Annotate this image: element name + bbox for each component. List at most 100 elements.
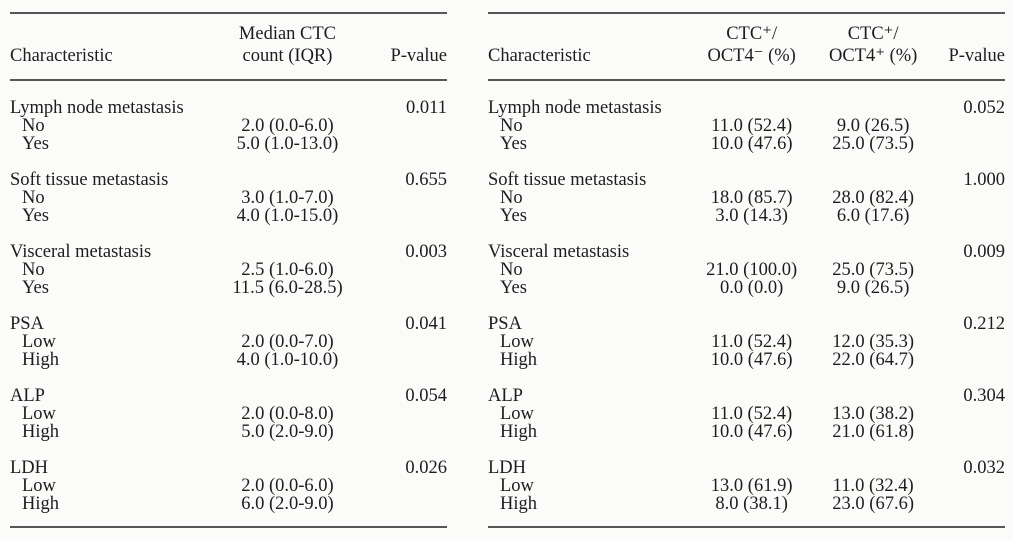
empty-value-cell: [684, 153, 818, 189]
category-label: Yes: [22, 206, 49, 226]
empty-p-cell: [927, 261, 1005, 279]
value-cell: 10.0 (47.6): [710, 350, 793, 370]
characteristic-group-row: LDH 0.026: [10, 441, 447, 478]
empty-p-cell: [927, 117, 1005, 135]
empty-p-cell: [360, 279, 447, 297]
category-row: No 21.0 (100.0) 25.0 (73.5): [488, 260, 1005, 280]
header-line-2: count (IQR): [242, 46, 333, 66]
category-label: Low: [22, 476, 56, 496]
category-label: Low: [500, 404, 534, 424]
empty-value-cell: [215, 225, 359, 261]
category-row: No 2.5 (1.0-6.0): [10, 260, 447, 280]
value-cell: 21.0 (100.0): [706, 260, 798, 280]
category-row: Yes 11.5 (6.0-28.5): [10, 278, 447, 298]
header-line-1: Median CTC: [238, 24, 337, 44]
col-header-characteristic: Characteristic: [10, 13, 216, 81]
category-label: No: [22, 260, 45, 280]
category-row: High 6.0 (2.0-9.0): [10, 495, 447, 527]
value-cell: 11.0 (52.4): [711, 332, 793, 352]
value-cell: 8.0 (38.1): [715, 494, 788, 514]
category-row: High 4.0 (1.0-10.0): [10, 350, 447, 370]
p-value: 0.003: [405, 242, 447, 262]
group-label: PSA: [488, 314, 522, 334]
ctc-oct4-table-body: Lymph node metastasis 0.052 No 11.0 (52.4) 9…: [488, 80, 1005, 527]
category-row: No 18.0 (85.7) 28.0 (82.4): [488, 188, 1005, 208]
characteristic-group-row: PSA 0.212: [488, 297, 1005, 334]
category-row: Yes 0.0 (0.0) 9.0 (26.5): [488, 278, 1005, 298]
value-cell: 2.5 (1.0-6.0): [241, 260, 334, 280]
p-value: 0.054: [405, 386, 447, 406]
p-value: 0.011: [406, 98, 447, 118]
empty-value-cell: [215, 369, 359, 405]
median-ctc-table-body: Lymph node metastasis 0.011 No 2.0 (0.0-6.0…: [10, 80, 447, 527]
category-label: Low: [500, 476, 534, 496]
category-label: Yes: [500, 134, 527, 154]
empty-p-cell: [927, 207, 1005, 225]
empty-p-cell: [360, 333, 447, 351]
value-cell: 6.0 (2.0-9.0): [241, 494, 334, 514]
ctc-oct4-table: Characteristic CTC⁺/ OCT4⁻ (%) CTC⁺/ OCT…: [488, 12, 1005, 528]
empty-value-cell: [684, 369, 818, 405]
category-row: Low 11.0 (52.4) 12.0 (35.3): [488, 332, 1005, 352]
p-value: 0.041: [405, 314, 447, 334]
empty-value-cell: [819, 225, 928, 261]
empty-p-cell: [927, 189, 1005, 207]
value-cell: 28.0 (82.4): [832, 188, 914, 208]
category-label: Low: [500, 332, 534, 352]
empty-p-cell: [360, 351, 447, 369]
value-cell: 10.0 (47.6): [710, 134, 793, 154]
group-label: Soft tissue metastasis: [488, 170, 647, 190]
value-cell: 4.0 (1.0-10.0): [236, 350, 339, 370]
value-cell: 3.0 (1.0-7.0): [241, 188, 334, 208]
header-line-2: OCT4⁺ (%): [828, 46, 918, 66]
category-label: Yes: [500, 278, 527, 298]
category-row: High 8.0 (38.1) 23.0 (67.6): [488, 495, 1005, 527]
empty-value-cell: [819, 369, 928, 405]
category-row: High 5.0 (2.0-9.0): [10, 422, 447, 442]
p-value: 0.032: [963, 458, 1005, 478]
value-cell: 25.0 (73.5): [832, 260, 914, 280]
empty-p-cell: [360, 117, 447, 135]
empty-value-cell: [819, 80, 928, 117]
category-label: High: [22, 494, 59, 514]
empty-p-cell: [360, 495, 447, 527]
category-row: Yes 4.0 (1.0-15.0): [10, 206, 447, 226]
col-header-pvalue: P-value: [927, 13, 1005, 81]
empty-value-cell: [215, 153, 359, 189]
characteristic-group-row: PSA 0.041: [10, 297, 447, 334]
category-row: Yes 3.0 (14.3) 6.0 (17.6): [488, 206, 1005, 226]
group-label: LDH: [488, 458, 527, 478]
category-label: High: [22, 350, 59, 370]
p-value: 0.655: [405, 170, 447, 190]
p-value: 1.000: [963, 170, 1005, 190]
empty-value-cell: [684, 441, 818, 477]
category-row: Low 2.0 (0.0-8.0): [10, 405, 447, 424]
empty-p-cell: [927, 405, 1005, 423]
characteristic-group-row: Soft tissue metastasis 1.000: [488, 153, 1005, 190]
value-cell: 5.0 (2.0-9.0): [241, 422, 334, 442]
empty-value-cell: [819, 153, 928, 189]
value-cell: 13.0 (61.9): [710, 476, 793, 496]
category-label: Yes: [500, 206, 527, 226]
group-label: Visceral metastasis: [10, 242, 152, 262]
value-cell: 10.0 (47.6): [710, 422, 793, 442]
value-cell: 22.0 (64.7): [832, 350, 914, 370]
category-label: No: [22, 116, 45, 136]
col-header-median-ctc-count: Median CTC count (IQR): [215, 13, 360, 81]
category-row: Yes 10.0 (47.6) 25.0 (73.5): [488, 134, 1005, 154]
value-cell: 11.0 (52.4): [711, 404, 793, 424]
category-label: High: [500, 494, 537, 514]
value-cell: 11.5 (6.0-28.5): [232, 278, 343, 298]
value-cell: 9.0 (26.5): [836, 116, 910, 136]
p-value: 0.304: [963, 386, 1005, 406]
empty-value-cell: [819, 441, 928, 477]
category-row: Yes 5.0 (1.0-13.0): [10, 135, 447, 154]
empty-p-cell: [360, 207, 447, 225]
empty-p-cell: [927, 279, 1005, 297]
header-row: Characteristic CTC⁺/ OCT4⁻ (%) CTC⁺/ OCT…: [488, 13, 1005, 81]
empty-p-cell: [927, 333, 1005, 351]
value-cell: 11.0 (52.4): [711, 116, 793, 136]
value-cell: 9.0 (26.5): [836, 278, 910, 298]
value-cell: 2.0 (0.0-6.0): [241, 476, 334, 496]
value-cell: 23.0 (67.6): [832, 494, 914, 514]
